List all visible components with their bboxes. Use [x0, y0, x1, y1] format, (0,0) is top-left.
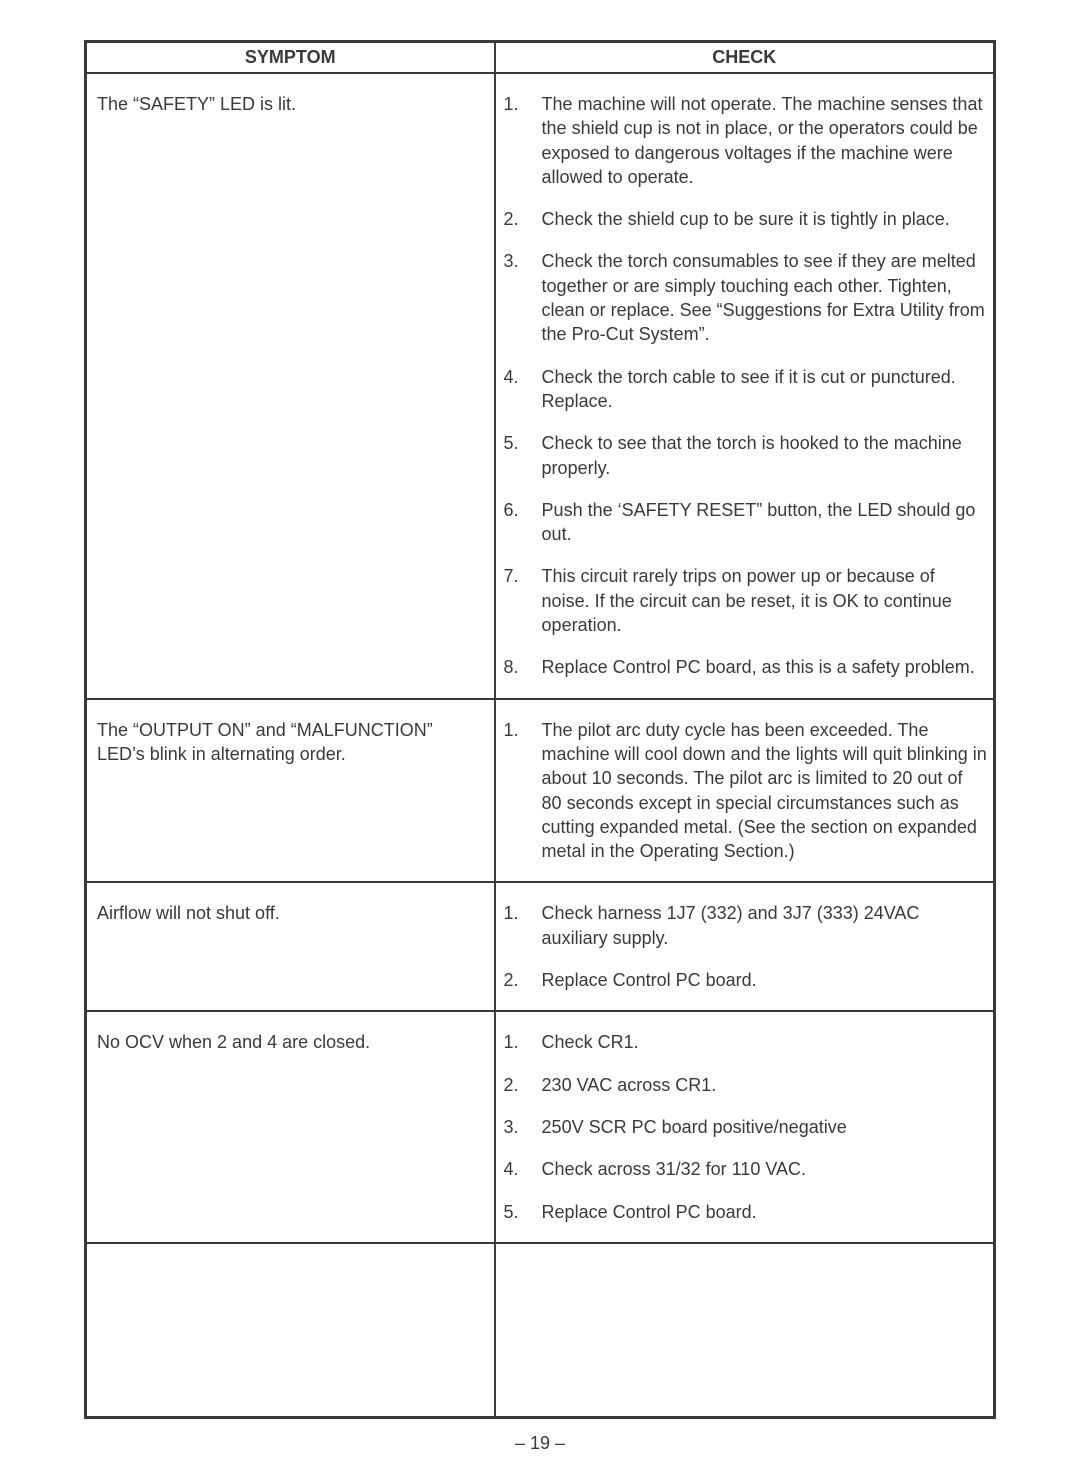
check-item-number: 8.	[502, 655, 542, 679]
check-list: 1.Check CR1.2.230 VAC across CR1.3.250V …	[502, 1030, 987, 1223]
check-item-number: 1.	[502, 901, 542, 950]
check-item-text: Check the torch cable to see if it is cu…	[542, 365, 987, 414]
check-cell: 1.The machine will not operate. The mach…	[495, 73, 995, 699]
check-item-number: 2.	[502, 1073, 542, 1097]
check-item-text: The pilot arc duty cycle has been exceed…	[542, 718, 987, 864]
check-item-text: Check to see that the torch is hooked to…	[542, 431, 987, 480]
check-item-number: 6.	[502, 498, 542, 547]
table-row: The “OUTPUT ON” and “MALFUNCTION” LED’s …	[86, 699, 995, 883]
check-item-number: 3.	[502, 249, 542, 346]
check-item-number: 1.	[502, 92, 542, 189]
check-item-number: 3.	[502, 1115, 542, 1139]
check-item-text: 230 VAC across CR1.	[542, 1073, 987, 1097]
check-item-number: 5.	[502, 1200, 542, 1224]
check-item-number: 4.	[502, 1157, 542, 1181]
check-cell: 1.The pilot arc duty cycle has been exce…	[495, 699, 995, 883]
check-item-text: Check across 31/32 for 110 VAC.	[542, 1157, 987, 1181]
header-symptom: SYMPTOM	[86, 42, 495, 74]
table-header-row: SYMPTOM CHECK	[86, 42, 995, 74]
check-item-text: Check harness 1J7 (332) and 3J7 (333) 24…	[542, 901, 987, 950]
check-item: 1.Check CR1.	[502, 1030, 987, 1054]
check-item-text: This circuit rarely trips on power up or…	[542, 564, 987, 637]
check-item: 5.Replace Control PC board.	[502, 1200, 987, 1224]
check-list: 1.Check harness 1J7 (332) and 3J7 (333) …	[502, 901, 987, 992]
check-item-number: 5.	[502, 431, 542, 480]
check-item: 1.Check harness 1J7 (332) and 3J7 (333) …	[502, 901, 987, 950]
header-check: CHECK	[495, 42, 995, 74]
troubleshooting-table: SYMPTOM CHECK The “SAFETY” LED is lit.1.…	[84, 40, 996, 1419]
check-item: 4.Check across 31/32 for 110 VAC.	[502, 1157, 987, 1181]
symptom-cell	[86, 1243, 495, 1418]
check-item-text: Replace Control PC board.	[542, 1200, 987, 1224]
check-item-text: Push the ‘SAFETY RESET” button, the LED …	[542, 498, 987, 547]
check-item: 2.Check the shield cup to be sure it is …	[502, 207, 987, 231]
check-item-text: Check CR1.	[542, 1030, 987, 1054]
check-cell	[495, 1243, 995, 1418]
table-row-blank	[86, 1243, 995, 1418]
check-item: 4.Check the torch cable to see if it is …	[502, 365, 987, 414]
check-item: 1.The machine will not operate. The mach…	[502, 92, 987, 189]
check-item: 6.Push the ‘SAFETY RESET” button, the LE…	[502, 498, 987, 547]
table-row: The “SAFETY” LED is lit.1.The machine wi…	[86, 73, 995, 699]
check-item: 3.Check the torch consumables to see if …	[502, 249, 987, 346]
check-item: 2.230 VAC across CR1.	[502, 1073, 987, 1097]
check-item-text: The machine will not operate. The machin…	[542, 92, 987, 189]
table-row: Airflow will not shut off.1.Check harnes…	[86, 882, 995, 1011]
check-item-text: Check the torch consumables to see if th…	[542, 249, 987, 346]
check-item-number: 4.	[502, 365, 542, 414]
check-item-text: Check the shield cup to be sure it is ti…	[542, 207, 987, 231]
check-item: 7.This circuit rarely trips on power up …	[502, 564, 987, 637]
table-row: No OCV when 2 and 4 are closed. 1.Check C…	[86, 1011, 995, 1242]
symptom-cell: No OCV when 2 and 4 are closed.	[86, 1011, 495, 1242]
check-item-text: Replace Control PC board, as this is a s…	[542, 655, 987, 679]
check-item-number: 2.	[502, 968, 542, 992]
symptom-cell: The “SAFETY” LED is lit.	[86, 73, 495, 699]
document-page: SYMPTOM CHECK The “SAFETY” LED is lit.1.…	[0, 0, 1080, 1484]
check-list: 1.The machine will not operate. The mach…	[502, 92, 987, 680]
check-item: 3.250V SCR PC board positive/negative	[502, 1115, 987, 1139]
check-item-text: 250V SCR PC board positive/negative	[542, 1115, 987, 1139]
check-cell: 1.Check CR1.2.230 VAC across CR1.3.250V …	[495, 1011, 995, 1242]
page-number: – 19 –	[84, 1433, 996, 1454]
check-item: 1.The pilot arc duty cycle has been exce…	[502, 718, 987, 864]
check-item: 2.Replace Control PC board.	[502, 968, 987, 992]
check-cell: 1.Check harness 1J7 (332) and 3J7 (333) …	[495, 882, 995, 1011]
check-item-number: 1.	[502, 718, 542, 864]
check-item-number: 2.	[502, 207, 542, 231]
symptom-cell: Airflow will not shut off.	[86, 882, 495, 1011]
symptom-cell: The “OUTPUT ON” and “MALFUNCTION” LED’s …	[86, 699, 495, 883]
check-item: 8.Replace Control PC board, as this is a…	[502, 655, 987, 679]
check-item-text: Replace Control PC board.	[542, 968, 987, 992]
check-item: 5.Check to see that the torch is hooked …	[502, 431, 987, 480]
check-list: 1.The pilot arc duty cycle has been exce…	[502, 718, 987, 864]
check-item-number: 7.	[502, 564, 542, 637]
check-item-number: 1.	[502, 1030, 542, 1054]
